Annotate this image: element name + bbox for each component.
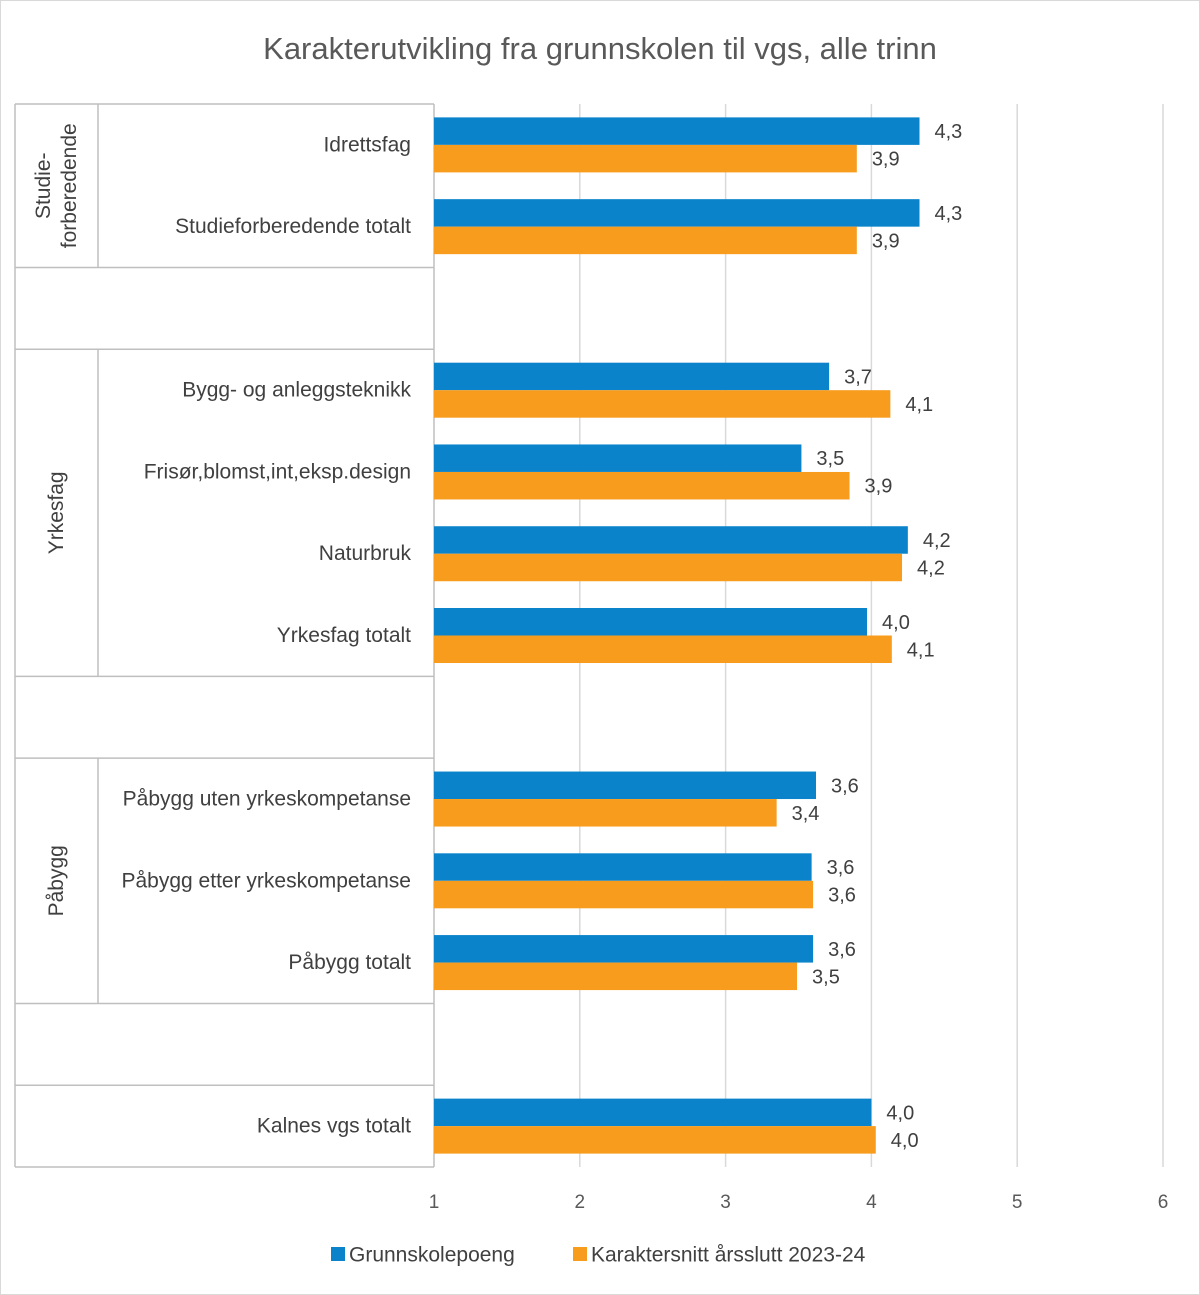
bar-karaktersnitt	[434, 880, 814, 909]
data-label: 3,6	[827, 857, 855, 879]
data-label: 3,5	[816, 448, 844, 470]
category-label: Bygg- og anleggsteknikk	[182, 379, 411, 402]
category-label: Naturbruk	[319, 542, 412, 565]
data-label: 4,3	[935, 121, 963, 143]
bar-karaktersnitt	[434, 635, 892, 663]
legend: Grunnskolepoeng Karaktersnitt årsslutt 20…	[331, 1244, 866, 1267]
category-label: Påbygg etter yrkeskompetanse	[122, 869, 412, 892]
bar-grunnskolepoeng	[434, 526, 908, 554]
x-tick-label: 3	[720, 1192, 731, 1213]
legend-swatch	[573, 1247, 587, 1261]
category-label: Idrettsfag	[323, 133, 411, 156]
data-label: 4,2	[923, 530, 951, 552]
data-label: 3,5	[812, 966, 840, 988]
group-label: Studie-	[32, 152, 55, 219]
category-label: Frisør,blomst,int,eksp.design	[144, 460, 411, 483]
bar-grunnskolepoeng	[434, 362, 830, 391]
bar-karaktersnitt	[434, 226, 857, 255]
x-tick-label: 2	[575, 1192, 586, 1213]
bar-grunnskolepoeng	[434, 771, 816, 800]
data-label: 4,1	[905, 394, 933, 416]
group-label: forberedende	[58, 123, 81, 248]
bar-grunnskolepoeng	[434, 608, 868, 636]
bar-karaktersnitt	[434, 471, 850, 500]
chart-title: Karakterutvikling fra grunnskolen til vg…	[263, 31, 937, 66]
label-layer: 1 2 3 4 5 6 Studie-forberedende Yrkesfag Påbygg I…	[32, 121, 1168, 1213]
legend-swatch	[331, 1247, 345, 1261]
data-label: 3,6	[828, 939, 856, 961]
x-tick-label: 1	[429, 1192, 440, 1213]
x-tick-label: 4	[866, 1192, 877, 1213]
category-label: Påbygg uten yrkeskompetanse	[123, 788, 411, 811]
bar-grunnskolepoeng	[434, 935, 814, 963]
group-label: Yrkesfag	[45, 471, 68, 554]
bar-karaktersnitt	[434, 390, 891, 418]
bar-grunnskolepoeng	[434, 117, 920, 145]
data-label: 3,7	[844, 366, 872, 388]
category-label: Studieforberedende totalt	[175, 215, 411, 238]
data-label: 3,9	[872, 230, 900, 252]
bar-layer	[434, 117, 920, 1154]
bar-grunnskolepoeng	[434, 853, 812, 881]
data-label: 3,6	[828, 885, 856, 907]
category-label: Kalnes vgs totalt	[257, 1115, 411, 1138]
data-label: 4,0	[882, 612, 910, 634]
legend-label: Grunnskolepoeng	[349, 1244, 515, 1267]
bar-karaktersnitt	[434, 962, 798, 991]
data-label: 3,4	[792, 803, 820, 825]
bar-karaktersnitt	[434, 144, 857, 173]
bar-grunnskolepoeng	[434, 1098, 872, 1127]
bar-grunnskolepoeng	[434, 444, 802, 472]
data-label: 4,1	[907, 639, 935, 661]
data-label: 3,9	[872, 149, 900, 171]
x-tick-label: 6	[1158, 1192, 1169, 1213]
bar-karaktersnitt	[434, 1126, 876, 1154]
category-label: Yrkesfag totalt	[277, 624, 411, 647]
data-label: 3,9	[865, 476, 893, 498]
group-label: Påbygg	[45, 845, 68, 916]
data-label: 3,6	[831, 775, 859, 797]
legend-label: Karaktersnitt årsslutt 2023-24	[591, 1244, 866, 1267]
data-label: 4,0	[886, 1102, 914, 1124]
bar-grunnskolepoeng	[434, 199, 920, 227]
category-label: Påbygg totalt	[288, 951, 411, 974]
data-label: 4,2	[917, 557, 945, 579]
x-tick-label: 5	[1012, 1192, 1023, 1213]
data-label: 4,3	[935, 203, 963, 225]
data-label: 4,0	[891, 1130, 919, 1152]
bar-karaktersnitt	[434, 553, 903, 582]
bar-karaktersnitt	[434, 799, 777, 827]
